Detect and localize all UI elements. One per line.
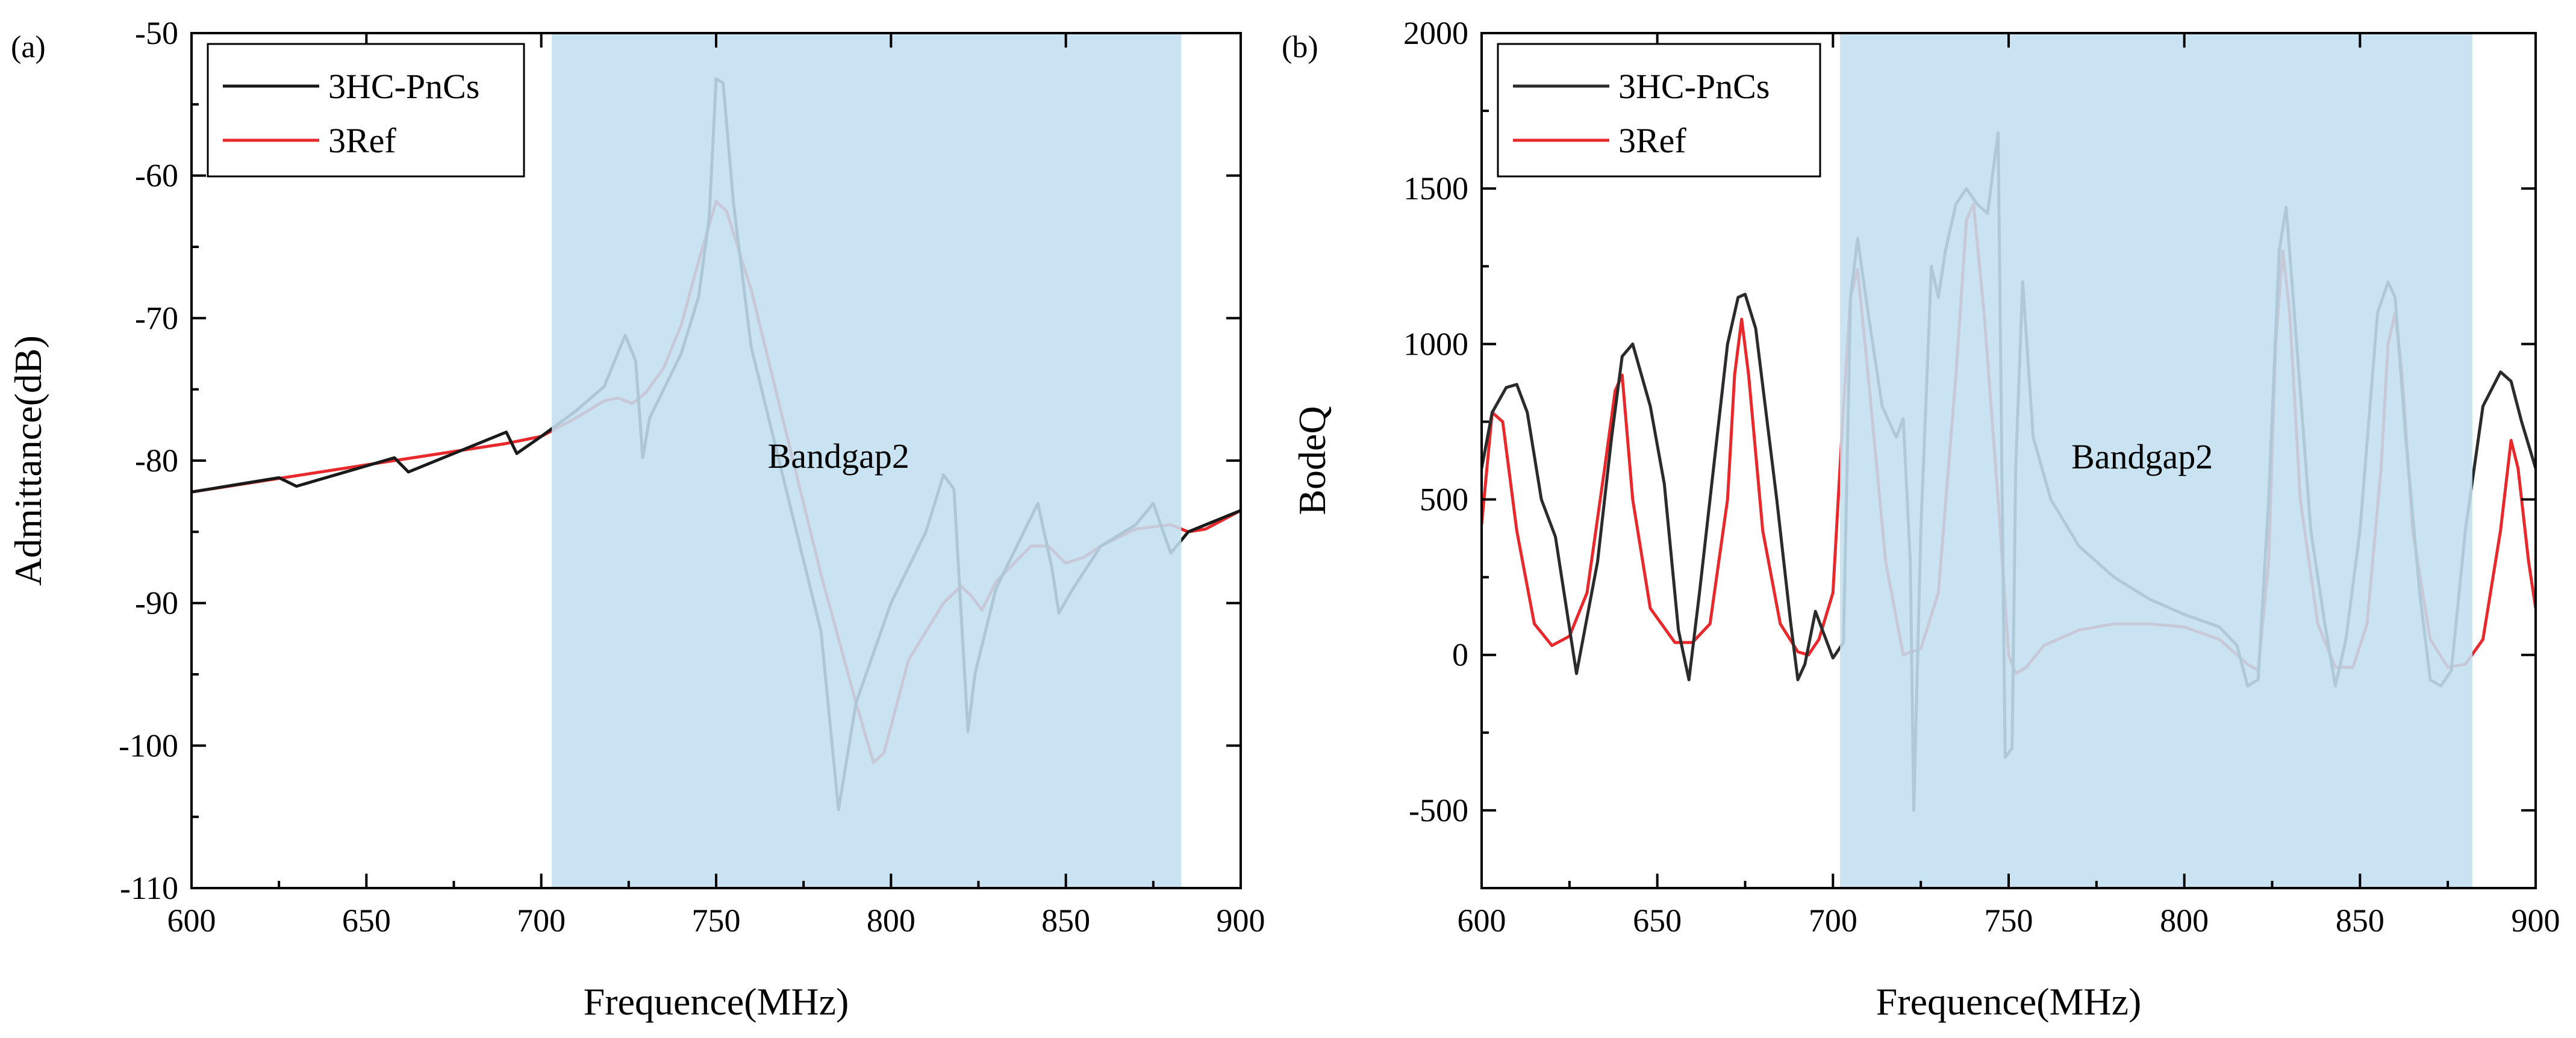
y-tick-label: 2000 [1403, 15, 1468, 51]
panel-label: (a) [11, 30, 46, 64]
legend: 3HC-PnCs 3Ref [1497, 43, 1821, 178]
legend-label: 3HC-PnCs [328, 67, 479, 106]
y-tick-label: -80 [135, 443, 178, 479]
y-axis-title: Admittance(dB) [7, 335, 49, 586]
x-tick-label: 700 [1809, 903, 1857, 939]
x-tick-label: 650 [1633, 903, 1682, 939]
panel-label: (b) [1282, 30, 1318, 64]
y-tick-label: 0 [1452, 637, 1468, 673]
legend-label: 3Ref [1618, 121, 1686, 160]
x-tick-label: 700 [517, 903, 566, 939]
panel-b: (b) Bandgap2 600 650 700 750 800 850 900 -500 0 500… [1282, 15, 2560, 1023]
bandgap-region [552, 33, 1182, 888]
plot-area [192, 33, 1241, 888]
x-tick-label: 600 [1458, 903, 1506, 939]
legend: 3HC-PnCs 3Ref [207, 43, 525, 178]
y-tick-label: -70 [135, 300, 178, 336]
legend-box [207, 43, 525, 178]
y-tick-label: -90 [135, 585, 178, 621]
x-tick-label: 900 [1217, 903, 1265, 939]
y-tick-label: 1500 [1403, 170, 1468, 207]
y-tick-label: -110 [120, 870, 178, 906]
x-axis-title: Frequence(MHz) [584, 980, 849, 1023]
y-axis-title: BodeQ [1291, 406, 1333, 515]
x-tick-label: 600 [167, 903, 216, 939]
x-axis-title: Frequence(MHz) [1876, 980, 2142, 1023]
bandgap-region [1840, 33, 2472, 888]
panel-a: (a) Bandgap2 600 650 700 750 800 850 900 -110 -100… [7, 15, 1265, 1023]
x-tick-label: 800 [2160, 903, 2209, 939]
x-tick-label: 900 [2512, 903, 2560, 939]
x-tick-label: 750 [1985, 903, 2033, 939]
bandgap-label: Bandgap2 [768, 437, 909, 476]
x-tick-label: 800 [867, 903, 915, 939]
legend-label: 3Ref [328, 121, 396, 160]
bandgap-label: Bandgap2 [2071, 437, 2213, 476]
x-tick-label: 850 [2336, 903, 2384, 939]
x-tick-label: 750 [692, 903, 741, 939]
y-tick-label: 500 [1420, 482, 1468, 518]
plot-area [1482, 33, 2536, 888]
y-tick-label: 1000 [1403, 326, 1468, 362]
y-tick-label: -60 [135, 158, 178, 194]
legend-box [1497, 43, 1821, 178]
y-tick-label: -50 [135, 15, 178, 51]
y-tick-label: -100 [119, 727, 178, 763]
x-tick-label: 650 [342, 903, 391, 939]
legend-label: 3HC-PnCs [1618, 67, 1770, 106]
y-tick-label: -500 [1409, 792, 1468, 828]
x-tick-label: 850 [1041, 903, 1090, 939]
